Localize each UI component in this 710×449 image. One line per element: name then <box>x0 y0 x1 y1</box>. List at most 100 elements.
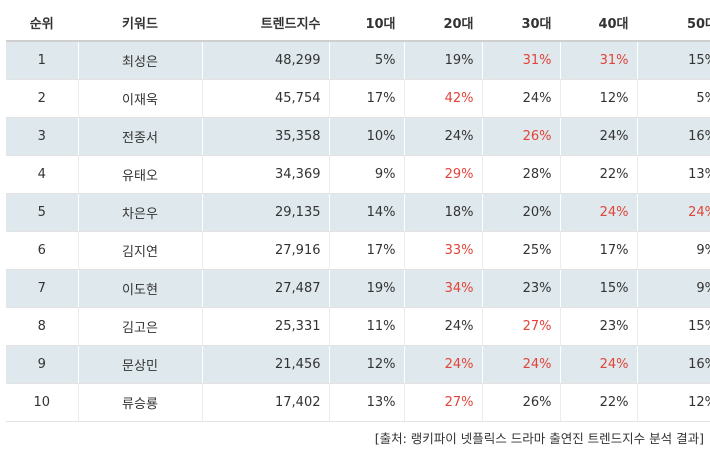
cell-thirties: 25% <box>481 231 560 270</box>
header-thirties: 30대 <box>481 4 560 42</box>
cell-trend-index: 34,369 <box>201 155 329 194</box>
cell-teens: 17% <box>328 231 404 270</box>
cell-teens: 11% <box>328 307 404 346</box>
cell-thirties: 27% <box>481 307 560 346</box>
cell-thirties: 28% <box>481 155 560 194</box>
cell-fifties: 5% <box>636 79 710 118</box>
cell-thirties: 20% <box>481 193 560 232</box>
cell-thirties: 31% <box>481 41 560 80</box>
cell-thirties: 26% <box>481 383 560 422</box>
header-forties: 40대 <box>559 4 637 42</box>
cell-keyword: 유태오 <box>77 155 202 194</box>
cell-keyword: 문상민 <box>77 345 202 384</box>
cell-rank: 3 <box>6 117 78 156</box>
header-keyword: 키워드 <box>77 4 202 42</box>
cell-fifties: 9% <box>636 269 710 308</box>
cell-twenties: 27% <box>403 383 482 422</box>
cell-keyword: 최성은 <box>77 41 202 80</box>
cell-forties: 31% <box>559 41 637 80</box>
cell-twenties: 18% <box>403 193 482 232</box>
cell-keyword: 이재욱 <box>77 79 202 118</box>
cell-teens: 9% <box>328 155 404 194</box>
cell-forties: 22% <box>559 155 637 194</box>
header-row: 순위 키워드 트렌드지수 10대 20대 30대 40대 50대 <box>6 4 710 42</box>
cell-fifties: 15% <box>636 41 710 80</box>
cell-rank: 4 <box>6 155 78 194</box>
cell-trend-index: 25,331 <box>201 307 329 346</box>
cell-thirties: 23% <box>481 269 560 308</box>
cell-twenties: 42% <box>403 79 482 118</box>
cell-rank: 6 <box>6 231 78 270</box>
cell-fifties: 16% <box>636 117 710 156</box>
cell-forties: 22% <box>559 383 637 422</box>
cell-teens: 14% <box>328 193 404 232</box>
cell-trend-index: 35,358 <box>201 117 329 156</box>
cell-rank: 5 <box>6 193 78 232</box>
header-fifties: 50대 <box>636 4 710 42</box>
cell-keyword: 김지연 <box>77 231 202 270</box>
cell-trend-index: 29,135 <box>201 193 329 232</box>
cell-keyword: 이도현 <box>77 269 202 308</box>
cell-teens: 12% <box>328 345 404 384</box>
cell-fifties: 9% <box>636 231 710 270</box>
cell-twenties: 33% <box>403 231 482 270</box>
header-twenties: 20대 <box>403 4 482 42</box>
cell-rank: 2 <box>6 79 78 118</box>
cell-forties: 17% <box>559 231 637 270</box>
cell-rank: 7 <box>6 269 78 308</box>
cell-forties: 24% <box>559 117 637 156</box>
table-body: 1최성은48,2995%19%31%31%15%2이재욱45,75417%42%… <box>6 41 710 422</box>
cell-twenties: 24% <box>403 345 482 384</box>
cell-twenties: 24% <box>403 307 482 346</box>
cell-teens: 17% <box>328 79 404 118</box>
cell-twenties: 34% <box>403 269 482 308</box>
cell-forties: 24% <box>559 345 637 384</box>
cell-forties: 15% <box>559 269 637 308</box>
header-teens: 10대 <box>328 4 404 42</box>
cell-keyword: 류승룡 <box>77 383 202 422</box>
cell-rank: 8 <box>6 307 78 346</box>
cell-rank: 1 <box>6 41 78 80</box>
cell-trend-index: 21,456 <box>201 345 329 384</box>
cell-teens: 19% <box>328 269 404 308</box>
cell-twenties: 24% <box>403 117 482 156</box>
cell-thirties: 24% <box>481 345 560 384</box>
cell-twenties: 29% <box>403 155 482 194</box>
cell-fifties: 16% <box>636 345 710 384</box>
header-trend-index: 트렌드지수 <box>201 4 329 42</box>
cell-rank: 9 <box>6 345 78 384</box>
cell-keyword: 김고은 <box>77 307 202 346</box>
cell-forties: 23% <box>559 307 637 346</box>
cell-twenties: 19% <box>403 41 482 80</box>
cell-fifties: 13% <box>636 155 710 194</box>
table-header: 순위 키워드 트렌드지수 10대 20대 30대 40대 50대 <box>6 4 710 42</box>
cell-keyword: 전종서 <box>77 117 202 156</box>
cell-teens: 5% <box>328 41 404 80</box>
cell-fifties: 12% <box>636 383 710 422</box>
cell-fifties: 24% <box>636 193 710 232</box>
cell-thirties: 26% <box>481 117 560 156</box>
cell-fifties: 15% <box>636 307 710 346</box>
cell-keyword: 차은우 <box>77 193 202 232</box>
cell-trend-index: 27,916 <box>201 231 329 270</box>
cell-teens: 13% <box>328 383 404 422</box>
cell-trend-index: 17,402 <box>201 383 329 422</box>
cell-forties: 12% <box>559 79 637 118</box>
cell-trend-index: 48,299 <box>201 41 329 80</box>
cell-forties: 24% <box>559 193 637 232</box>
header-rank: 순위 <box>6 4 78 42</box>
cell-rank: 10 <box>6 383 78 422</box>
cell-trend-index: 27,487 <box>201 269 329 308</box>
cell-trend-index: 45,754 <box>201 79 329 118</box>
cell-thirties: 24% <box>481 79 560 118</box>
trend-index-table: 순위 키워드 트렌드지수 10대 20대 30대 40대 50대 1최성은48,… <box>6 4 710 422</box>
